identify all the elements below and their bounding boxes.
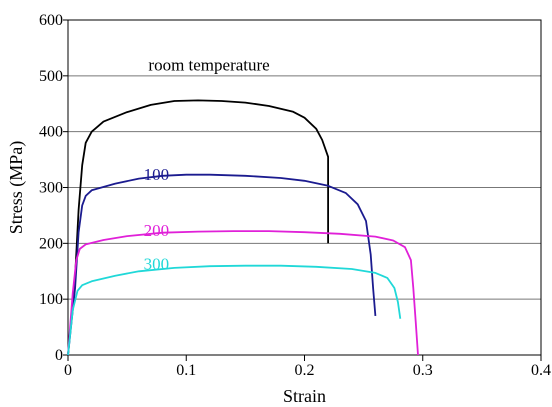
- x-tick-label: 0.1: [176, 362, 196, 379]
- y-tick-label: 0: [55, 347, 63, 364]
- series-annotation: 200: [144, 221, 170, 240]
- x-tick-label: 0.2: [295, 362, 315, 379]
- x-tick-label: 0.4: [531, 362, 551, 379]
- series-line-2: [67, 173, 377, 356]
- y-tick-label: 400: [39, 124, 63, 141]
- y-tick-label: 500: [39, 68, 63, 85]
- y-axis-title: Stress (MPa): [6, 141, 27, 235]
- y-tick-label: 200: [39, 235, 63, 252]
- y-tick-label: 100: [39, 291, 63, 308]
- y-tick-label: 300: [39, 180, 63, 197]
- y-tick-label: 600: [39, 12, 63, 29]
- series-line-4: [67, 264, 402, 356]
- series-annotation: 300: [144, 255, 170, 274]
- series-annotation: 100: [144, 165, 170, 184]
- series-line-3: [67, 230, 419, 356]
- x-tick-label: 0.3: [413, 362, 433, 379]
- x-axis-title: Strain: [283, 386, 326, 406]
- series-annotation: room temperature: [148, 55, 269, 74]
- x-tick-label: 0: [64, 362, 72, 379]
- series-line-1: [67, 99, 329, 356]
